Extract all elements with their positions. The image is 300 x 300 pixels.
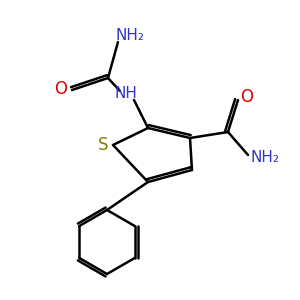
Text: O: O [55, 80, 68, 98]
Text: NH₂: NH₂ [250, 151, 280, 166]
Text: NH: NH [115, 85, 137, 100]
Text: O: O [241, 88, 254, 106]
Text: NH₂: NH₂ [116, 28, 145, 44]
Text: S: S [98, 136, 108, 154]
